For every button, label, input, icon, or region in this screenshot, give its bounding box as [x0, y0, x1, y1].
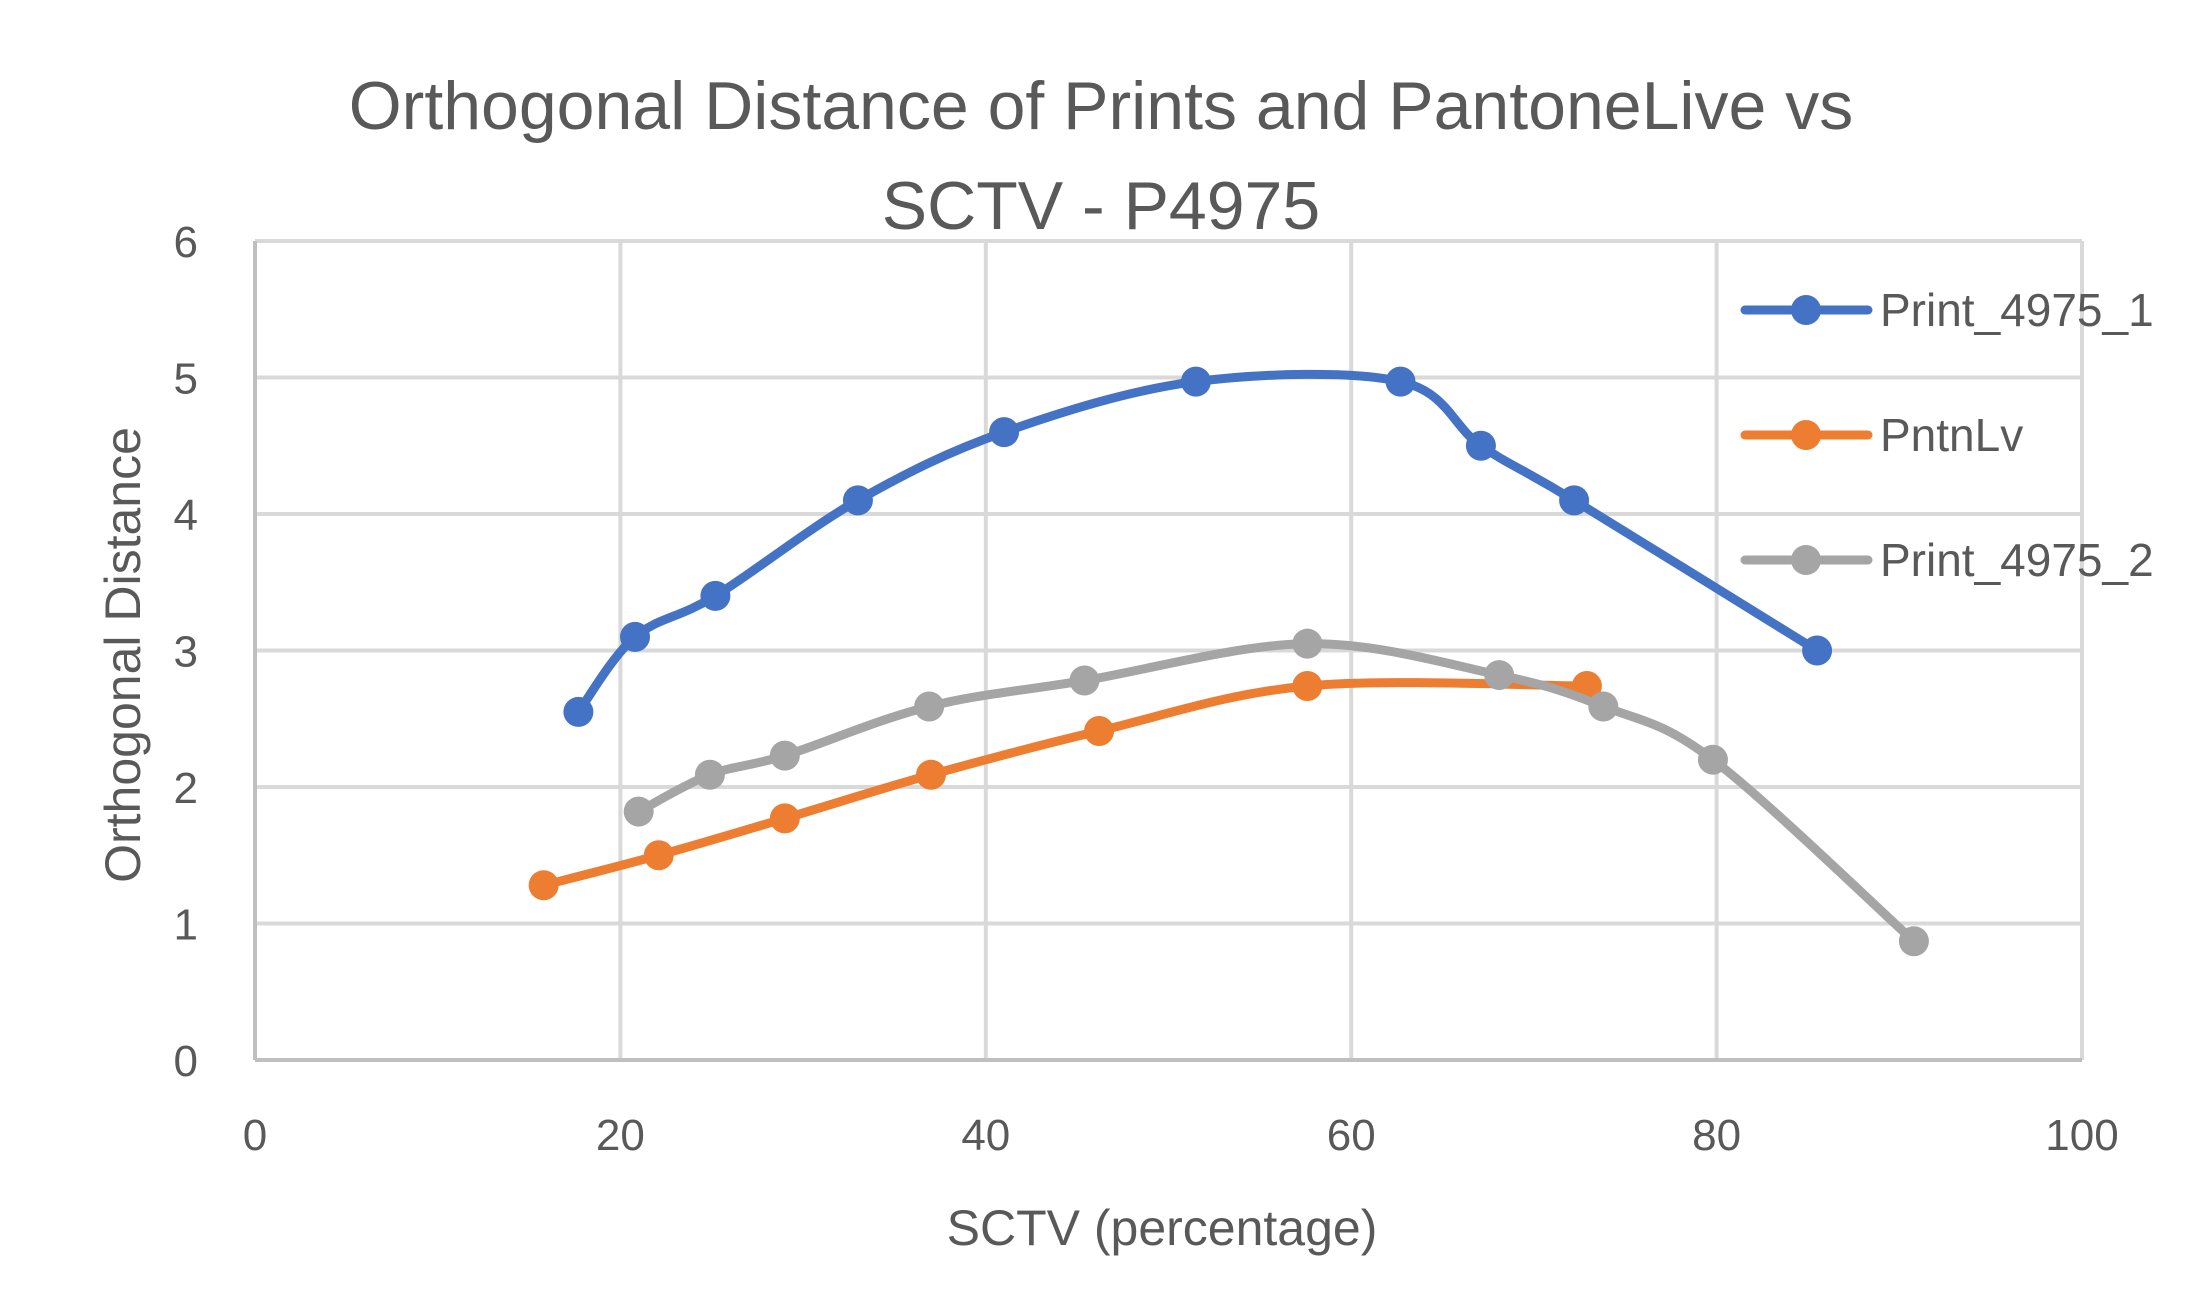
data-point-print-4975-1 [1465, 430, 1496, 461]
legend-label-print-4975-1: Print_4975_1 [1880, 284, 2154, 336]
data-point-print-4975-2 [623, 796, 654, 827]
chart-title-line-1: Orthogonal Distance of Prints and Panton… [348, 68, 1854, 144]
data-point-pntnlv [915, 759, 946, 790]
data-point-print-4975-1 [989, 417, 1020, 448]
y-tick-label: 3 [174, 628, 198, 677]
y-axis-title: Orthogonal Distance [95, 427, 151, 883]
data-point-print-4975-1 [563, 696, 594, 727]
data-point-print-4975-1 [700, 580, 731, 611]
y-tick-label: 0 [174, 1037, 198, 1086]
y-tick-label: 1 [174, 901, 198, 950]
legend-marker-print-4975-1 [1791, 295, 1821, 325]
data-point-print-4975-2 [694, 759, 725, 790]
legend-marker-print-4975-2 [1791, 545, 1821, 575]
data-point-pntnlv [1084, 716, 1115, 747]
data-point-print-4975-2 [914, 691, 945, 722]
data-point-pntnlv [1292, 670, 1323, 701]
data-point-print-4975-2 [1697, 744, 1728, 775]
series-print-4975-2 [623, 628, 1929, 957]
data-point-print-4975-1 [1385, 366, 1416, 397]
data-point-print-4975-1 [1802, 635, 1833, 666]
x-tick-label: 20 [596, 1111, 645, 1160]
series-print-4975-1 [563, 366, 1833, 727]
data-point-print-4975-1 [1559, 485, 1590, 516]
data-point-print-4975-2 [1588, 691, 1619, 722]
legend-marker-pntnlv [1791, 420, 1821, 450]
y-tick-label: 5 [174, 355, 198, 404]
legend-label-print-4975-2: Print_4975_2 [1880, 534, 2154, 586]
data-point-print-4975-1 [620, 621, 651, 652]
x-axis-title: SCTV (percentage) [947, 1200, 1378, 1256]
y-tick-label: 2 [174, 764, 198, 813]
data-point-pntnlv [643, 840, 674, 871]
chart-title-line-2: SCTV - P4975 [881, 168, 1321, 244]
series-pntnlv [528, 670, 1602, 901]
chart-title: Orthogonal Distance of Prints and Panton… [0, 56, 2202, 256]
legend-item-print-4975-1: Print_4975_1 [1740, 284, 2154, 336]
data-point-print-4975-1 [842, 485, 873, 516]
legend-item-pntnlv: PntnLv [1740, 409, 2023, 461]
data-point-print-4975-2 [1069, 665, 1100, 696]
y-tick-label: 4 [174, 491, 198, 540]
data-point-print-4975-2 [1484, 660, 1515, 691]
series-line-pntnlv [539, 678, 1592, 890]
legend-item-print-4975-2: Print_4975_2 [1740, 534, 2154, 586]
data-point-print-4975-1 [1180, 366, 1211, 397]
data-point-pntnlv [769, 803, 800, 834]
x-tick-label: 80 [1692, 1111, 1741, 1160]
x-tick-label: 60 [1327, 1111, 1376, 1160]
x-tick-label: 40 [961, 1111, 1010, 1160]
legend-label-pntnlv: PntnLv [1880, 409, 2023, 461]
data-point-pntnlv [528, 870, 559, 901]
data-point-print-4975-2 [769, 740, 800, 771]
data-point-print-4975-2 [1898, 926, 1929, 957]
x-tick-label: 100 [2045, 1111, 2118, 1160]
x-tick-label: 0 [243, 1111, 267, 1160]
y-tick-label: 6 [174, 218, 198, 267]
data-point-print-4975-2 [1292, 628, 1323, 659]
series-layer [528, 366, 1929, 957]
legend: Print_4975_1 PntnLv Print_4975_2 [1740, 284, 2154, 586]
